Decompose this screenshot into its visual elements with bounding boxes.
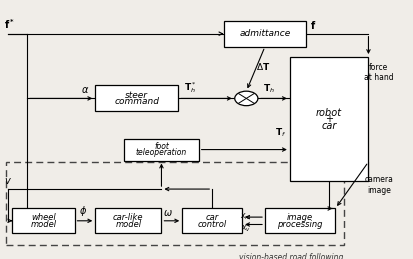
Text: +: + bbox=[324, 114, 332, 124]
FancyBboxPatch shape bbox=[95, 208, 161, 233]
Circle shape bbox=[234, 91, 257, 106]
Text: teleoperation: teleoperation bbox=[135, 148, 187, 157]
Text: image: image bbox=[286, 213, 313, 222]
FancyBboxPatch shape bbox=[289, 57, 368, 181]
Text: $\mathbf{T}_f$: $\mathbf{T}_f$ bbox=[275, 126, 286, 139]
Text: $\mathbf{f}$: $\mathbf{f}$ bbox=[310, 19, 316, 31]
Text: $\phi$: $\phi$ bbox=[78, 204, 87, 218]
FancyBboxPatch shape bbox=[95, 85, 178, 111]
FancyBboxPatch shape bbox=[124, 139, 198, 161]
Text: command: command bbox=[114, 97, 159, 106]
Text: $\alpha$: $\alpha$ bbox=[81, 84, 89, 95]
Text: processing: processing bbox=[277, 220, 322, 229]
Text: car: car bbox=[320, 121, 336, 131]
Text: camera
image: camera image bbox=[363, 176, 392, 195]
Text: $\omega$: $\omega$ bbox=[162, 208, 172, 218]
FancyBboxPatch shape bbox=[12, 208, 74, 233]
FancyBboxPatch shape bbox=[264, 208, 335, 233]
Text: foot: foot bbox=[154, 142, 169, 151]
Text: steer: steer bbox=[125, 91, 148, 99]
FancyBboxPatch shape bbox=[182, 208, 242, 233]
FancyBboxPatch shape bbox=[223, 21, 306, 47]
Text: force
at hand: force at hand bbox=[363, 63, 393, 82]
Text: car: car bbox=[205, 213, 218, 222]
Text: car-like: car-like bbox=[113, 213, 143, 222]
Text: control: control bbox=[197, 220, 226, 229]
Text: wheel: wheel bbox=[31, 213, 56, 222]
Text: model: model bbox=[30, 220, 57, 229]
Text: $v$: $v$ bbox=[4, 176, 12, 186]
Text: model: model bbox=[115, 220, 141, 229]
Text: $x_v$: $x_v$ bbox=[241, 224, 251, 234]
Text: vision-based road following: vision-based road following bbox=[239, 253, 343, 259]
Text: admittance: admittance bbox=[239, 29, 290, 38]
Text: $\mathbf{f^*}$: $\mathbf{f^*}$ bbox=[4, 17, 15, 31]
Text: $\mathbf{T}_h$: $\mathbf{T}_h$ bbox=[262, 82, 274, 95]
Text: $\Delta\mathbf{T}$: $\Delta\mathbf{T}$ bbox=[255, 61, 269, 71]
Text: $x_{ro}$: $x_{ro}$ bbox=[240, 211, 252, 221]
Text: robot: robot bbox=[315, 108, 342, 118]
Text: $\mathbf{T}_h^*$: $\mathbf{T}_h^*$ bbox=[184, 80, 196, 95]
